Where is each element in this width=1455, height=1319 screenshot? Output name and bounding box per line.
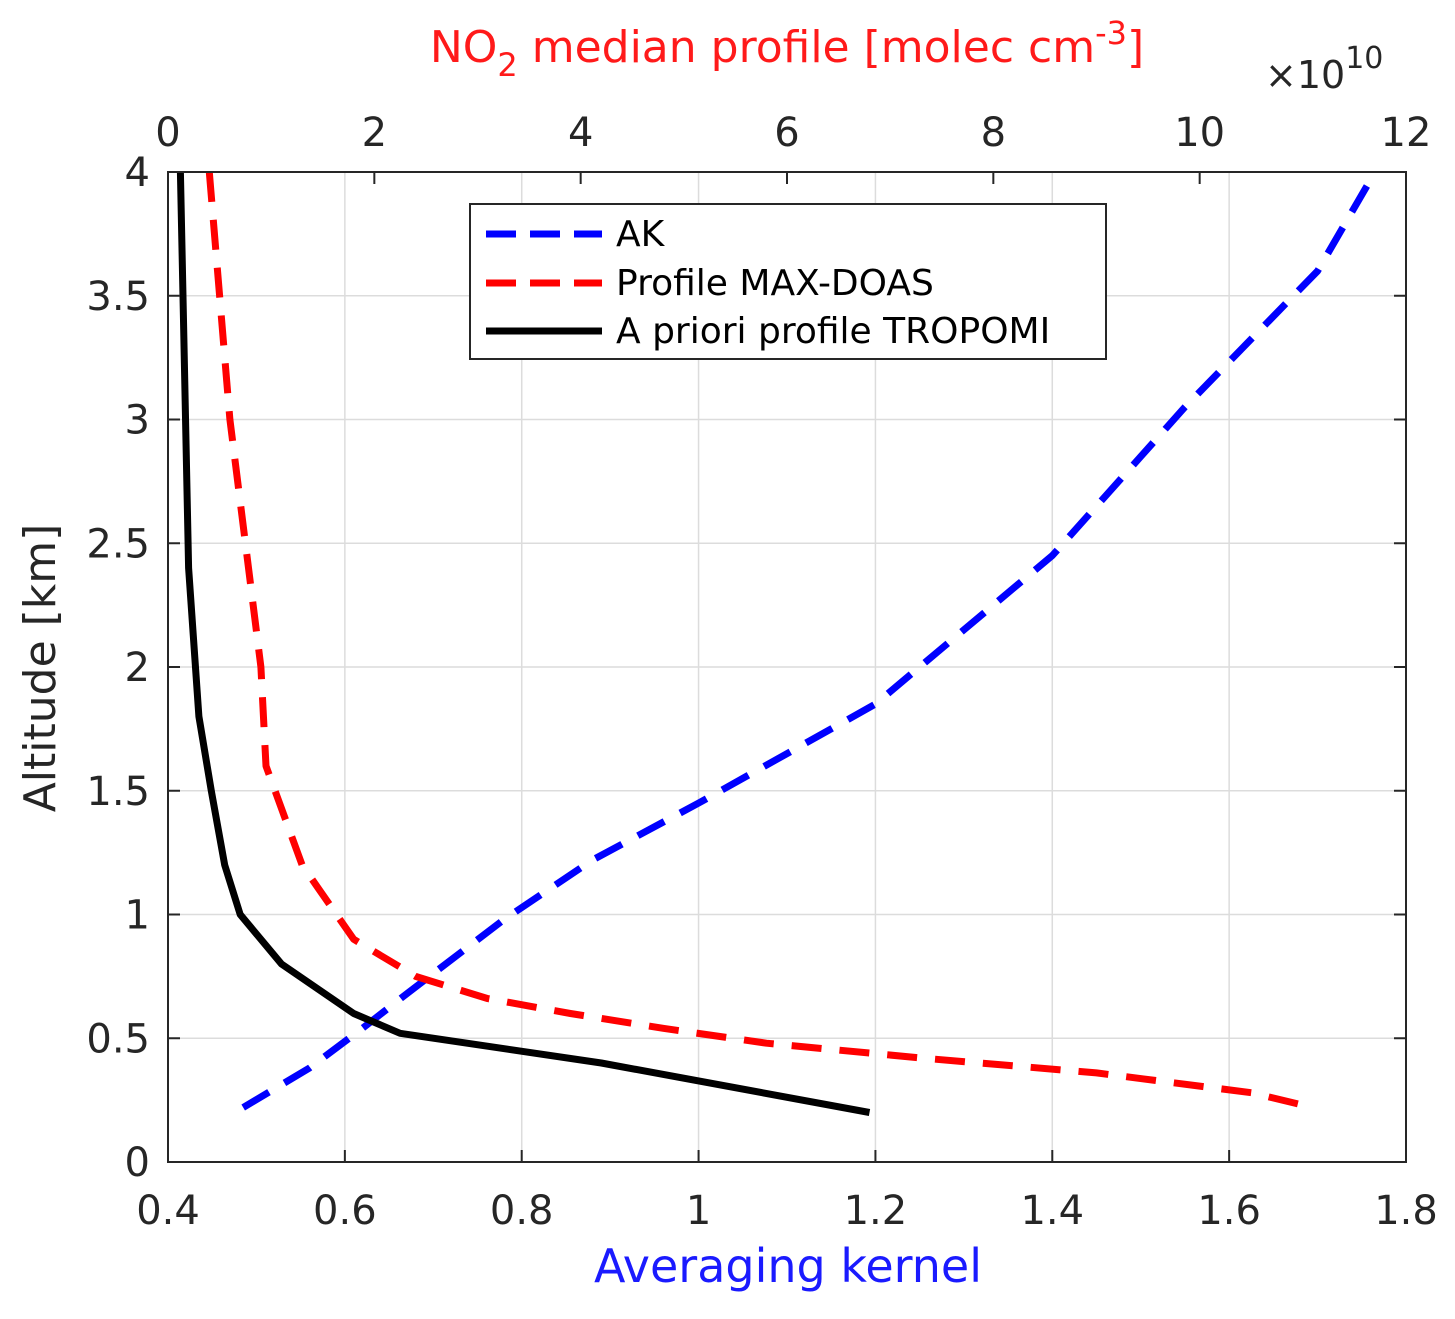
left-axis-tick-label: 3.5 (86, 274, 150, 320)
top-axis-label-end: ] (1127, 22, 1144, 73)
bottom-axis-tick-label: 1.8 (1374, 1188, 1438, 1234)
top-axis-tick-label: 8 (981, 110, 1006, 156)
left-axis-tick-label: 4 (125, 150, 150, 196)
top-axis-tick-label: 4 (568, 110, 593, 156)
left-axis-tick-label: 0.5 (86, 1016, 150, 1062)
multiplier-prefix: ×10 (1265, 53, 1345, 97)
left-axis-tick-label: 2.5 (86, 521, 150, 567)
bottom-axis-tick-label: 0.8 (490, 1188, 554, 1234)
legend: AK Profile MAX-DOAS A priori profile TRO… (469, 203, 1107, 360)
legend-label-tropomi: A priori profile TROPOMI (616, 311, 1050, 352)
left-axis-tick-label: 0 (125, 1140, 150, 1186)
top-axis-label-sub: 2 (497, 46, 517, 84)
series-line-a-priori-profile-tropomi (176, 171, 871, 1116)
series-layer (176, 170, 1379, 1116)
bottom-axis-tick-label: 1.2 (844, 1188, 908, 1234)
bottom-axis-tick-label: 1.6 (1197, 1188, 1261, 1234)
left-axis-tick-label: 3 (125, 398, 150, 444)
left-axis-tick-label: 1 (125, 893, 150, 939)
top-axis-tick-label: 0 (155, 110, 180, 156)
top-axis-label-rest: median profile [molec cm (518, 22, 1095, 73)
left-axis-tick-label: 1.5 (86, 769, 150, 815)
bottom-axis-tick-label: 0.4 (136, 1188, 200, 1234)
legend-label-maxdoas: Profile MAX-DOAS (616, 263, 934, 304)
bottom-axis-tick-label: 0.6 (313, 1188, 377, 1234)
top-axis-tick-label: 6 (774, 110, 799, 156)
bottom-axis-tick-label: 1 (686, 1188, 711, 1234)
top-axis-label-main: NO (430, 22, 498, 73)
left-axis-tick-label: 2 (125, 645, 150, 691)
legend-label-ak: AK (616, 214, 666, 255)
series-line-ak (241, 170, 1379, 1111)
top-axis-label: NO2 median profile [molec cm-3] (430, 14, 1144, 84)
top-axis-multiplier: ×1010 (1265, 41, 1383, 97)
x-axis-label: Averaging kernel (594, 1239, 982, 1293)
multiplier-exponent: 10 (1345, 41, 1383, 76)
top-axis-tick-label: 12 (1381, 110, 1432, 156)
top-axis-label-sup: -3 (1095, 14, 1127, 52)
axis-ticks: 0.4 0.6 0.8 1 1.2 1.4 1.6 1.8 0 2 4 6 8 10 12 0 0.5 1 1.5 2… (86, 110, 1437, 1234)
y-axis-label: Altitude [km] (15, 524, 66, 813)
bottom-axis-tick-label: 1.4 (1020, 1188, 1084, 1234)
series-line-profile-max-doas (205, 171, 1304, 1109)
top-axis-tick-label: 10 (1174, 110, 1225, 156)
top-axis-tick-label: 2 (362, 110, 387, 156)
